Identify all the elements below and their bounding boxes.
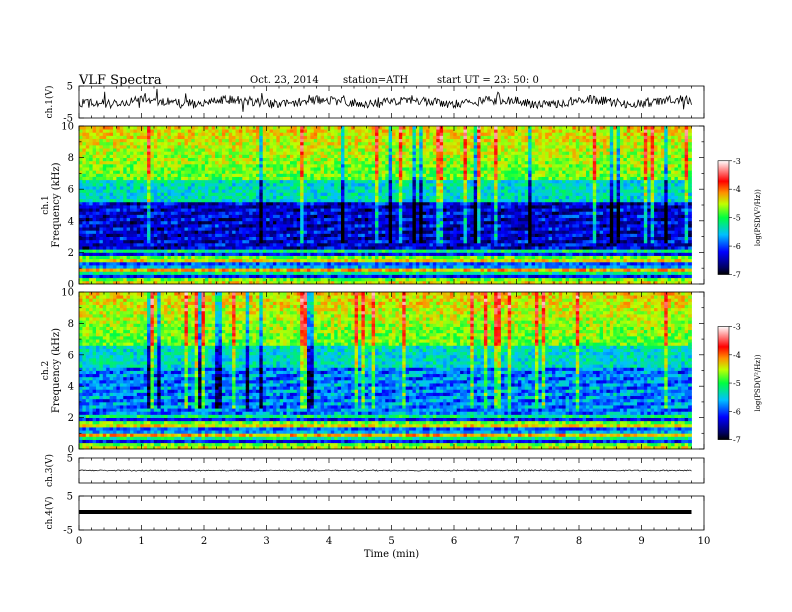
y-tick-label: -5 bbox=[63, 526, 73, 537]
y-axis-label: ch.4(V) bbox=[44, 497, 55, 530]
channel-label: ch.2 bbox=[41, 361, 51, 380]
colorbar-tick-label: -5 bbox=[733, 214, 741, 223]
y-tick-label: 5 bbox=[67, 492, 73, 503]
colorbar-tick-label: -4 bbox=[733, 185, 741, 194]
colorbar-tick-label: -6 bbox=[733, 407, 741, 416]
y-tick-label: 5 bbox=[67, 82, 73, 93]
axis-labels: 0 1 2 3 4 5 6 7 8 9 10 Time (min) 5 -5 ch.1(V) 0 2 4 6 8 10 c… bbox=[41, 82, 710, 561]
y-axis-label: Frequency (kHz) bbox=[51, 328, 62, 413]
colorbar bbox=[717, 326, 730, 440]
colorbar-label: log(PSD(V²/Hz)) bbox=[754, 354, 762, 411]
x-axis-label: Time (min) bbox=[364, 549, 419, 560]
y-axis-label: Frequency (kHz) bbox=[51, 162, 62, 247]
start-time-label: start UT = 23: 50: 0 bbox=[437, 75, 539, 86]
x-tick-label: 4 bbox=[326, 536, 332, 547]
date-label: Oct. 23, 2014 bbox=[250, 75, 319, 86]
colorbar-tick-label: -6 bbox=[733, 242, 741, 251]
y-tick-label: -5 bbox=[63, 114, 73, 125]
x-tick-label: 3 bbox=[263, 536, 269, 547]
colorbar-tick-label: -3 bbox=[733, 157, 741, 166]
y-axis-label: ch.3(V) bbox=[44, 454, 55, 487]
y-tick-label: 0 bbox=[68, 445, 74, 456]
station-label: station=ATH bbox=[343, 75, 409, 86]
x-tick-label: 2 bbox=[201, 536, 207, 547]
y-tick-label: 4 bbox=[68, 216, 74, 227]
y-tick-label: 10 bbox=[61, 288, 74, 299]
y-tick-label: 2 bbox=[68, 413, 74, 424]
waveform-trace bbox=[78, 88, 692, 112]
y-tick-label: 6 bbox=[68, 350, 74, 361]
x-tick-label: 8 bbox=[576, 536, 582, 547]
ch1-spectrogram bbox=[79, 126, 692, 285]
x-tick-label: 6 bbox=[451, 536, 457, 547]
channel-label: ch.1 bbox=[41, 195, 51, 214]
x-tick-label: 5 bbox=[388, 536, 394, 547]
y-tick-label: 4 bbox=[68, 382, 74, 393]
x-tick-label: 1 bbox=[138, 536, 144, 547]
waveform-trace bbox=[78, 469, 692, 472]
colorbar-tick-label: -7 bbox=[733, 436, 741, 445]
ch2-spectrogram bbox=[79, 292, 692, 450]
x-tick-label: 10 bbox=[698, 536, 711, 547]
y-tick-label: 8 bbox=[68, 153, 74, 164]
colorbar-tick-label: -3 bbox=[733, 323, 741, 332]
y-tick-label: 8 bbox=[68, 319, 74, 330]
y-tick-label: 0 bbox=[68, 280, 74, 291]
colorbars: -3 -4 -5 -6 -7 log(PSD(V²/Hz)) -3 -4 -5 -6 -7 log(P… bbox=[717, 157, 762, 445]
y-tick-label: 6 bbox=[68, 185, 74, 196]
x-tick-label: 0 bbox=[76, 536, 82, 547]
axis-ticks bbox=[78, 85, 705, 531]
colorbar bbox=[717, 160, 730, 275]
y-axis-label: ch.1(V) bbox=[44, 86, 55, 119]
y-tick-label: 2 bbox=[68, 248, 74, 259]
colorbar-tick-label: -7 bbox=[733, 271, 741, 280]
colorbar-label: log(PSD(V²/Hz)) bbox=[754, 189, 762, 246]
colorbar-tick-label: -4 bbox=[733, 351, 741, 360]
y-tick-label: 5 bbox=[67, 454, 73, 465]
x-tick-label: 7 bbox=[513, 536, 519, 547]
chart-title: VLF Spectra bbox=[79, 73, 162, 88]
x-tick-label: 9 bbox=[638, 536, 644, 547]
y-tick-label: 10 bbox=[61, 122, 74, 133]
colorbar-tick-label: -5 bbox=[733, 379, 741, 388]
waveform-traces bbox=[78, 88, 692, 514]
